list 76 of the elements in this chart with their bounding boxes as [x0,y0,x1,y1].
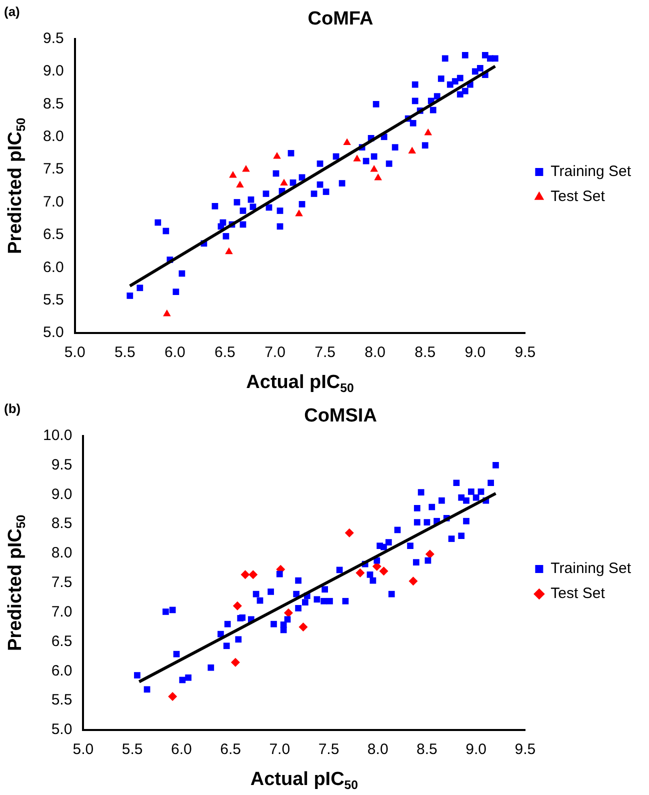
y-tick-label: 7.0 [42,193,64,210]
y-tick-label: 6.0 [42,258,64,276]
point [284,608,293,618]
y-tick-label: 7.0 [51,603,72,620]
text: (b) [4,401,21,416]
chart-title: CoMFA [308,8,374,30]
y-tick-label: 5.5 [42,291,64,308]
y-tick-label: 8.5 [42,95,64,112]
point [236,180,244,188]
chart-title: CoMSIA [304,406,378,427]
x-tick-label: 9.0 [464,344,486,362]
text: (a) [4,4,20,20]
point [298,622,308,632]
y-tick-label: 7.5 [42,160,64,178]
x-tick-label: 9.0 [466,741,487,758]
x-tick-label: 5.0 [72,741,94,758]
point [168,692,178,701]
y-tick-label: 5.0 [42,324,64,342]
point [374,174,382,180]
point [408,576,418,586]
legend-label: Test Set [550,188,606,206]
x-tick-label: 8.0 [367,741,388,758]
x-tick-label: 8.5 [416,741,438,758]
x-tick-label: 9.5 [514,344,536,362]
point [163,310,171,316]
y-tick-label: 7.5 [51,574,72,592]
y-tick-label: 6.0 [51,662,72,680]
point [353,154,361,162]
point [230,658,240,667]
x-tick-label: 8.5 [414,344,436,362]
y-tick-label: 8.0 [42,128,64,146]
point [242,165,250,172]
point [232,601,242,610]
x-tick-label: 7.0 [264,344,286,362]
x-tick-label: 9.5 [514,741,536,758]
legend-label: Training Set [550,163,632,180]
point [343,138,351,145]
point [240,570,250,580]
y-tick-label: 9.5 [42,30,64,47]
point [273,152,281,159]
x-tick-label: 6.0 [170,741,192,758]
x-tick-label: 8.0 [364,344,386,362]
x-tick-label: 5.5 [114,344,136,362]
point [295,210,303,216]
y-tick-label: 9.0 [51,486,72,503]
point [424,128,432,136]
x-tick-label: 6.0 [164,344,186,362]
y-tick-label: 5.5 [51,692,72,709]
y-axis-title: Predicted pIC50 [5,118,28,254]
x-tick-label: 7.5 [314,344,336,362]
x-tick-label: 7.5 [318,741,340,758]
y-tick-label: 8.0 [51,544,72,562]
x-tick-label: 7.0 [269,741,290,758]
y-tick-label: 6.5 [42,226,64,244]
y-tick-label: 9.0 [42,62,64,80]
point [344,528,354,538]
y-tick-label: 10.0 [42,426,72,444]
y-axis-title: Predicted pIC50 [5,514,28,651]
y-tick-label: 5.0 [51,721,72,738]
point [379,566,388,576]
y-tick-label: 6.5 [51,632,72,650]
legend-label: Training Set [550,560,632,578]
point [370,165,378,172]
point [225,247,233,254]
point [280,178,288,186]
x-tick-label: 6.5 [214,344,236,362]
point [248,570,258,580]
point [408,146,416,154]
x-tick-label: 5.5 [122,741,143,758]
y-tick-label: 8.5 [51,515,72,532]
x-tick-label: 6.5 [220,741,241,758]
y-tick-label: 9.5 [51,456,72,474]
point [229,170,237,178]
point [356,568,365,578]
x-tick-label: 5.0 [64,344,86,362]
legend-label: Test Set [550,585,606,602]
